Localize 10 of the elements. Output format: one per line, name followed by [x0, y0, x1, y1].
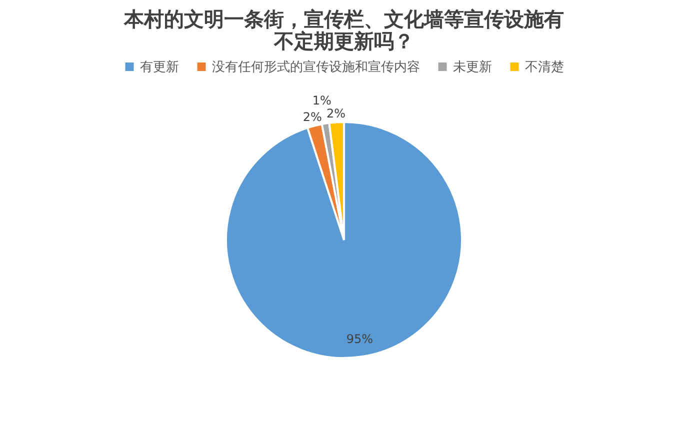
- legend-label: 未更新: [453, 60, 492, 75]
- data-label: 1%: [312, 94, 332, 108]
- data-label: 2%: [302, 110, 322, 124]
- pie-slice: [225, 121, 463, 359]
- chart-title: 本村的文明一条街，宣传栏、文化墙等宣传设施有不定期更新吗？: [123, 7, 564, 53]
- data-label: 2%: [326, 106, 346, 120]
- legend-label: 没有任何形式的宣传设施和宣传内容: [212, 58, 420, 75]
- data-label: 95%: [346, 332, 374, 346]
- legend-label: 有更新: [140, 60, 179, 75]
- legend-label: 不清楚: [525, 60, 564, 75]
